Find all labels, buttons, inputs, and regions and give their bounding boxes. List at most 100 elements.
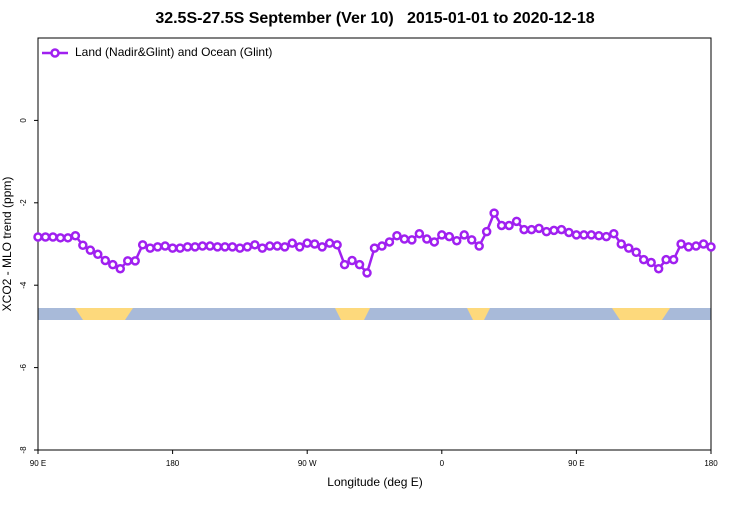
data-point (122, 256, 133, 266)
data-point (182, 242, 193, 252)
data-point (205, 241, 215, 251)
data-point (668, 254, 679, 265)
y-tick-label: -6 (19, 363, 28, 371)
data-point (93, 249, 103, 260)
data-point (706, 242, 716, 252)
x-tick-label: 90 W (298, 459, 317, 468)
data-point (354, 259, 365, 270)
data-point (108, 259, 118, 270)
data-point (489, 208, 499, 218)
y-tick-label: 0 (19, 118, 28, 123)
data-point (175, 243, 185, 253)
data-point (579, 230, 589, 240)
data-point (302, 238, 312, 248)
data-point (549, 225, 559, 236)
data-point (466, 235, 477, 245)
x-tick-label: 90 E (30, 459, 46, 468)
data-point (496, 220, 507, 231)
y-tick-label: -2 (19, 199, 28, 207)
data-point (347, 255, 357, 266)
data-point (362, 268, 372, 278)
data-point (294, 242, 305, 252)
y-tick-label: -4 (19, 281, 28, 289)
data-point (130, 256, 140, 266)
data-point (407, 235, 417, 245)
data-point (227, 242, 238, 252)
data-point (167, 243, 178, 253)
data-point (85, 245, 96, 255)
data-point (78, 240, 88, 250)
data-point (115, 263, 126, 274)
data-point (534, 223, 544, 234)
data-point (197, 241, 208, 251)
data-point (272, 241, 283, 251)
data-point (137, 240, 148, 250)
data-point (616, 239, 627, 249)
data-point (100, 255, 111, 266)
land-band (612, 308, 670, 320)
data-point (683, 242, 694, 252)
x-tick-label: 90 E (568, 459, 584, 468)
data-point (145, 243, 155, 253)
data-point (55, 233, 66, 243)
data-point (646, 257, 656, 268)
data-point (377, 241, 387, 251)
data-point (691, 241, 701, 251)
data-point (257, 243, 268, 253)
data-point (437, 230, 447, 240)
data-point (519, 224, 529, 235)
data-point (280, 242, 290, 252)
data-point (392, 231, 402, 241)
data-point (653, 263, 664, 274)
x-axis-label: Longitude (deg E) (327, 475, 422, 489)
data-point (481, 226, 492, 237)
data-point (384, 237, 395, 247)
data-point (235, 243, 245, 253)
land-ocean-strip (38, 308, 711, 320)
chart-title: 32.5S-27.5S September (Ver 10) 2015-01-0… (155, 10, 594, 27)
data-point (212, 242, 223, 252)
y-tick-label: -8 (19, 446, 28, 454)
data-point (332, 240, 342, 250)
data-point (594, 231, 604, 241)
data-point (40, 232, 51, 242)
data-point (638, 254, 649, 265)
data-point (190, 242, 200, 252)
data-point (452, 235, 462, 246)
x-tick-label: 180 (166, 459, 180, 468)
data-point (474, 241, 484, 251)
y-axis-label: XCO2 - MLO trend (ppm) (0, 177, 14, 312)
data-point (676, 239, 686, 249)
data-point (242, 242, 253, 252)
data-point (48, 232, 58, 242)
land-band (75, 308, 133, 320)
data-point (429, 237, 440, 247)
data-point (556, 224, 567, 235)
data-point (160, 241, 170, 251)
data-point (287, 238, 297, 248)
data-point (571, 230, 582, 240)
data-point (504, 220, 514, 231)
data-point (661, 254, 671, 265)
data-point (317, 242, 327, 252)
data-point (631, 247, 641, 257)
ocean-band (38, 308, 711, 320)
data-point (609, 228, 619, 239)
data-point (339, 259, 350, 270)
data-point (309, 239, 320, 249)
legend-label: Land (Nadir&Glint) and Ocean (Glint) (75, 45, 272, 59)
data-point (399, 234, 410, 244)
x-tick-label: 0 (440, 459, 445, 468)
data-point (414, 228, 425, 239)
data-point (511, 216, 522, 227)
data-point (422, 234, 432, 244)
data-point (250, 240, 260, 250)
data-point (369, 243, 380, 253)
data-point (601, 231, 612, 242)
data-point (586, 230, 597, 240)
data-point (459, 230, 469, 240)
data-point (324, 238, 335, 248)
x-tick-label: 180 (704, 459, 718, 468)
